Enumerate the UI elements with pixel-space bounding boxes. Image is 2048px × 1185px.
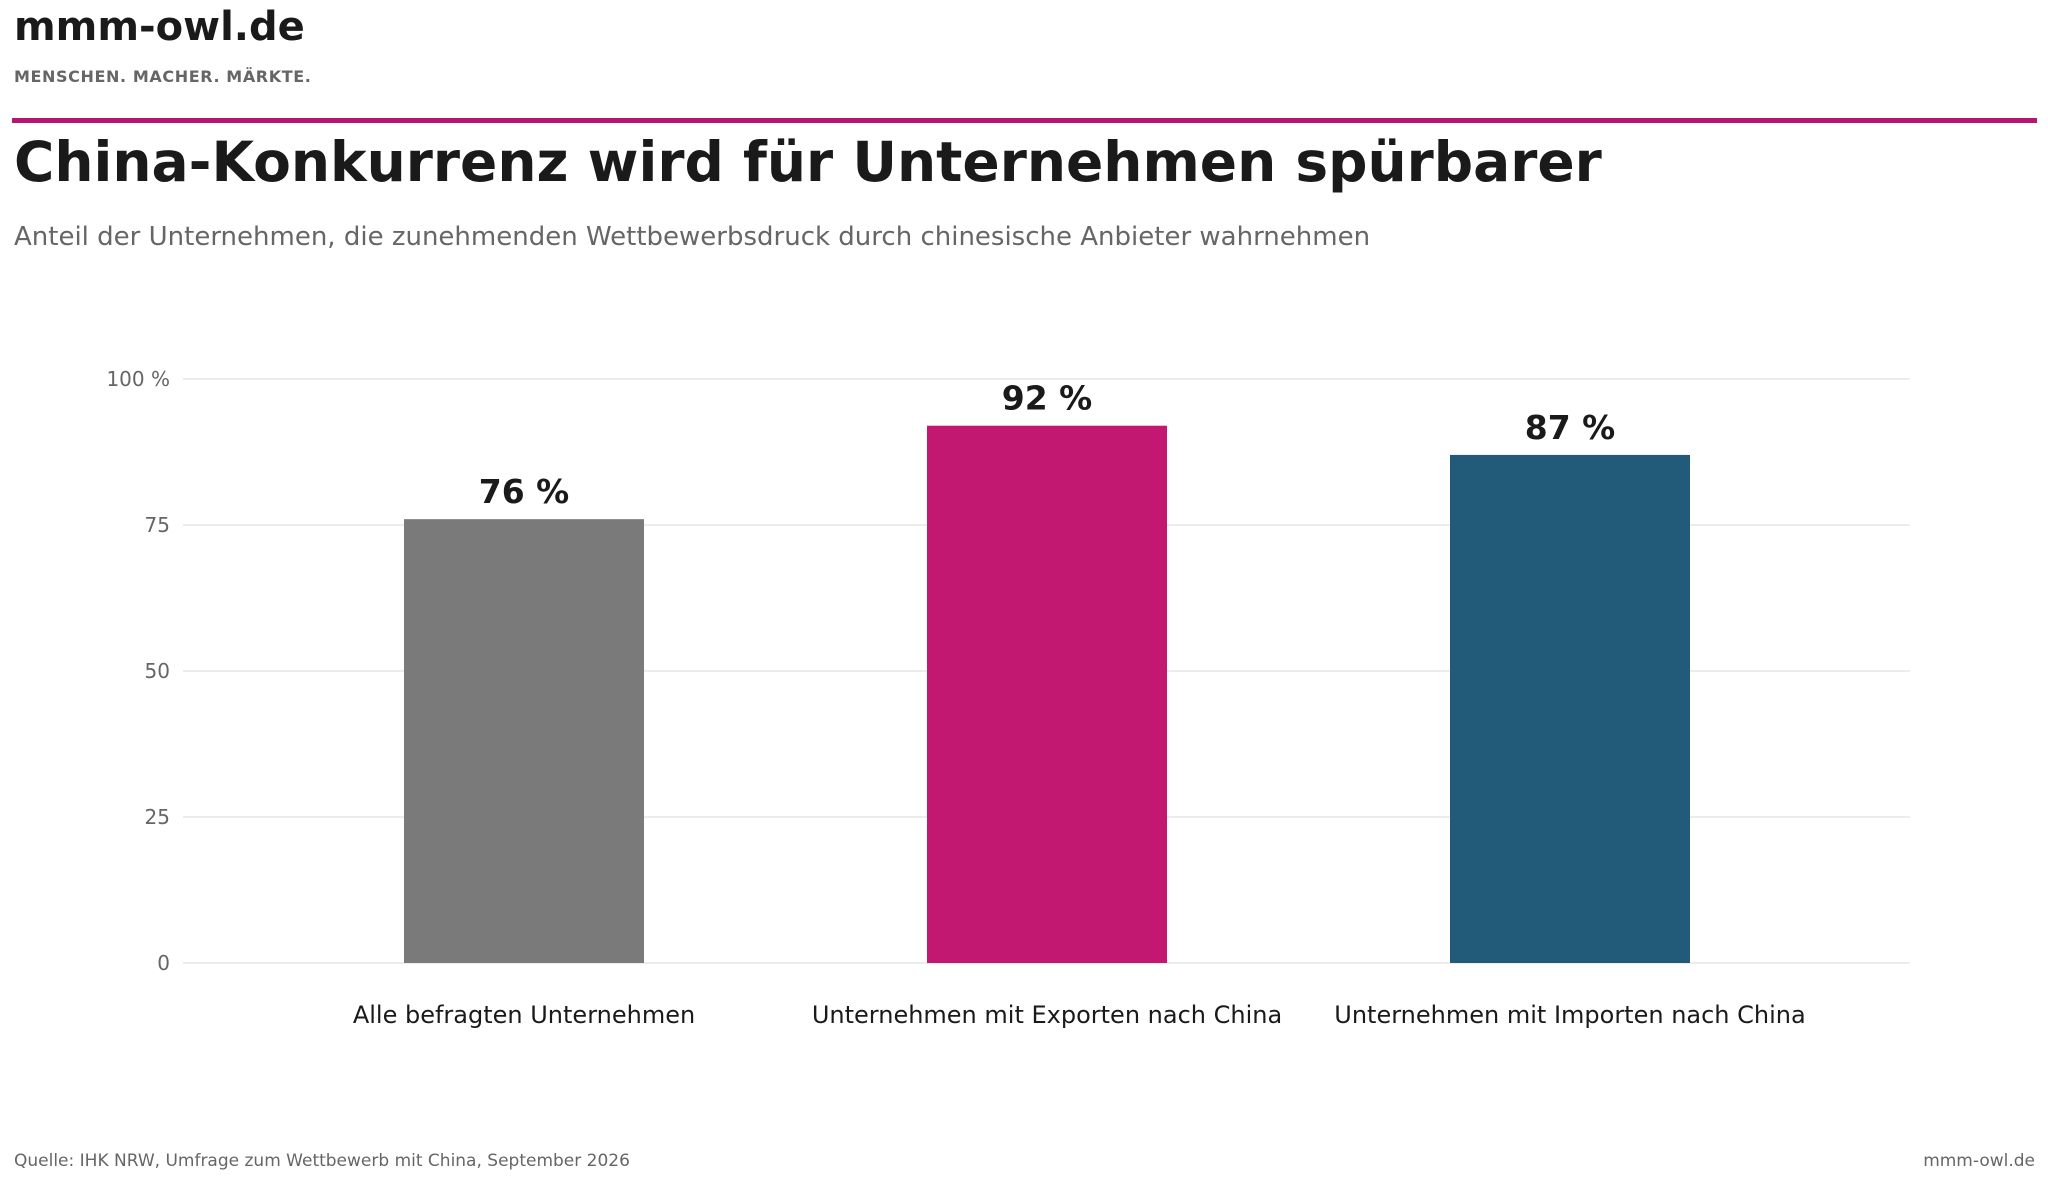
value-label: 76 %	[479, 472, 569, 511]
bar-3	[1450, 454, 1690, 963]
value-label: 92 %	[1002, 379, 1092, 418]
value-label: 87 %	[1525, 408, 1615, 447]
footer-credit: mmm-owl.de	[1923, 1151, 2035, 1171]
bar-2	[927, 425, 1167, 964]
y-tick-label: 50	[145, 659, 170, 683]
source-note: Quelle: IHK NRW, Umfrage zum Wettbewerb …	[14, 1151, 630, 1171]
y-tick-label: 0	[157, 951, 170, 975]
y-tick-label: 25	[145, 805, 170, 829]
header-divider	[12, 118, 2037, 123]
category-label: Unternehmen mit Exporten nach China	[812, 1001, 1282, 1029]
site-brand: mmm-owl.de	[14, 4, 305, 50]
y-tick-label: 100 %	[106, 367, 170, 391]
y-tick-label: 75	[145, 513, 170, 537]
site-tagline: MENSCHEN. MACHER. MÄRKTE.	[14, 67, 312, 86]
chart-title: China-Konkurrenz wird für Unternehmen sp…	[14, 130, 1602, 194]
bar-1	[404, 519, 644, 963]
category-label: Alle befragten Unternehmen	[353, 1001, 695, 1029]
chart-subtitle: Anteil der Unternehmen, die zunehmenden …	[14, 222, 1371, 252]
category-label: Unternehmen mit Importen nach China	[1334, 1001, 1805, 1029]
